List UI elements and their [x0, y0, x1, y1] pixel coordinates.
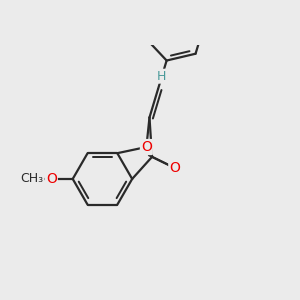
Text: H: H — [157, 70, 167, 83]
Text: O: O — [141, 140, 152, 154]
Text: CH₃: CH₃ — [20, 172, 44, 185]
Text: O: O — [46, 172, 57, 186]
Text: O: O — [169, 161, 180, 175]
